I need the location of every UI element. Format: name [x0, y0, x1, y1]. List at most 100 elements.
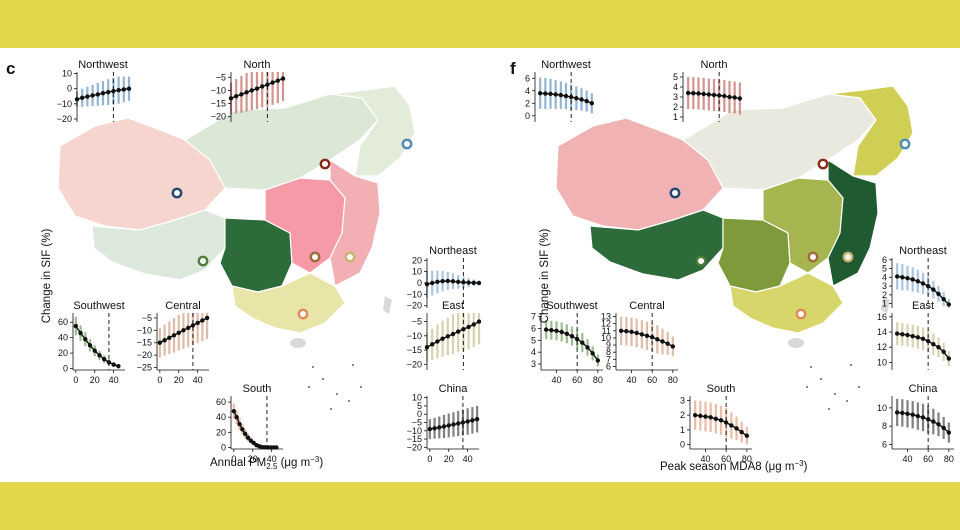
- xlabel-c-unit: (μg m: [277, 457, 310, 469]
- maps-layer: [57, 85, 914, 410]
- map-south-sea-marks: [308, 364, 362, 410]
- data-point: [456, 329, 461, 334]
- y-tick-label: 0: [63, 363, 68, 373]
- data-point: [644, 333, 650, 338]
- ylabel-f: Change in SIF (%): [539, 229, 551, 324]
- data-point: [727, 94, 732, 100]
- y-tick-label: −10: [211, 85, 226, 95]
- figure-canvas: Northwest100−10−20North−5−10−15−20Northe…: [6, 59, 954, 473]
- data-point: [181, 328, 186, 333]
- data-point: [265, 82, 270, 87]
- data-point: [471, 322, 476, 327]
- data-point: [280, 76, 286, 81]
- map-marker-5: [842, 251, 854, 263]
- y-tick-label: 10: [877, 357, 887, 367]
- data-point: [437, 425, 442, 430]
- data-point: [639, 332, 645, 337]
- data-point: [925, 417, 931, 422]
- data-point: [126, 86, 132, 91]
- data-point: [430, 342, 435, 347]
- minichart-f-china: China 10 8 6 40 60 80: [877, 383, 954, 464]
- data-point: [466, 280, 471, 285]
- y-tick-label: 3: [680, 395, 685, 405]
- data-point: [200, 318, 205, 323]
- data-point: [432, 426, 437, 431]
- data-point: [456, 279, 461, 285]
- data-point: [703, 414, 708, 419]
- y-tick-label: 10: [412, 393, 422, 403]
- data-point: [925, 283, 931, 289]
- y-tick-label: 5: [673, 72, 678, 82]
- data-point: [116, 363, 121, 369]
- y-tick-label: 60: [216, 397, 226, 407]
- data-point: [249, 88, 254, 93]
- y-tick-label: 3: [673, 92, 678, 102]
- data-point: [470, 418, 475, 423]
- map-marker-0: [669, 187, 681, 199]
- minichart-title: China: [439, 383, 469, 395]
- x-tick-label: 40: [193, 375, 203, 385]
- data-point: [716, 93, 722, 98]
- map-region-northeast: [329, 85, 416, 177]
- y-tick-label: 3: [882, 281, 887, 291]
- data-point: [553, 92, 558, 97]
- map-marker-4: [807, 251, 819, 263]
- data-point: [87, 343, 93, 348]
- data-point: [548, 91, 553, 97]
- y-tick-label: 1: [673, 112, 678, 122]
- map-region-tibet: [91, 209, 226, 281]
- map-marker-1: [817, 158, 829, 170]
- x-tick-label: 20: [174, 375, 184, 385]
- x-tick-label: 60: [647, 375, 657, 385]
- data-point: [157, 340, 163, 345]
- xlabel-c: Annual PM2.5 (μg m−3): [210, 455, 323, 471]
- minichart-title: South: [707, 383, 736, 395]
- data-point: [237, 421, 242, 427]
- data-point: [450, 331, 456, 337]
- data-point: [941, 349, 946, 354]
- data-point: [915, 335, 921, 340]
- y-tick-label: 6: [882, 255, 887, 265]
- map-region-south: [729, 272, 844, 334]
- xlabel-c-main: Annual PM: [210, 457, 266, 469]
- data-point: [92, 348, 97, 353]
- data-point: [95, 92, 101, 97]
- data-point: [915, 413, 921, 419]
- data-point: [543, 91, 548, 96]
- y-tick-label: −20: [407, 359, 422, 369]
- minichart-title: Southwest: [546, 300, 597, 312]
- ylabel-c: Change in SIF (%): [41, 229, 53, 324]
- minichart-title: Northeast: [429, 245, 477, 257]
- data-point: [713, 416, 719, 422]
- data-point: [460, 420, 466, 425]
- map-island-taiwan: [881, 296, 890, 314]
- map-region-east: [329, 158, 381, 287]
- data-point: [585, 345, 590, 350]
- map-region-north: [183, 93, 379, 191]
- y-tick-label: 12: [877, 342, 887, 352]
- panel-letter-c: c: [6, 59, 15, 78]
- y-tick-label: 10: [62, 69, 72, 79]
- data-point: [446, 423, 451, 428]
- data-point: [239, 92, 244, 97]
- map-region-east: [827, 158, 879, 287]
- y-tick-label: 2: [882, 290, 887, 300]
- data-point: [692, 412, 698, 418]
- y-tick-label: −10: [137, 325, 152, 335]
- y-tick-label: 2: [680, 410, 685, 420]
- data-point: [685, 90, 691, 96]
- minichart-c-north: North −5 −10 −15 −20: [211, 59, 286, 122]
- minichart-f-east: East 16 14 12 10: [877, 300, 952, 370]
- y-tick-label: −10: [407, 426, 422, 436]
- data-point: [204, 315, 210, 321]
- xlabel-f: Peak season MDA8 (μg m−3): [660, 459, 808, 473]
- data-point: [941, 297, 946, 302]
- y-tick-label: −20: [407, 442, 422, 452]
- data-point: [543, 327, 549, 332]
- data-point: [670, 344, 676, 349]
- data-point: [102, 357, 107, 362]
- minichart-f-southwest: Southwest 76 5 4 3 40 60 80: [531, 300, 603, 385]
- y-tick-label: −15: [407, 434, 422, 444]
- x-tick-label: 40: [109, 375, 119, 385]
- data-point: [427, 426, 433, 432]
